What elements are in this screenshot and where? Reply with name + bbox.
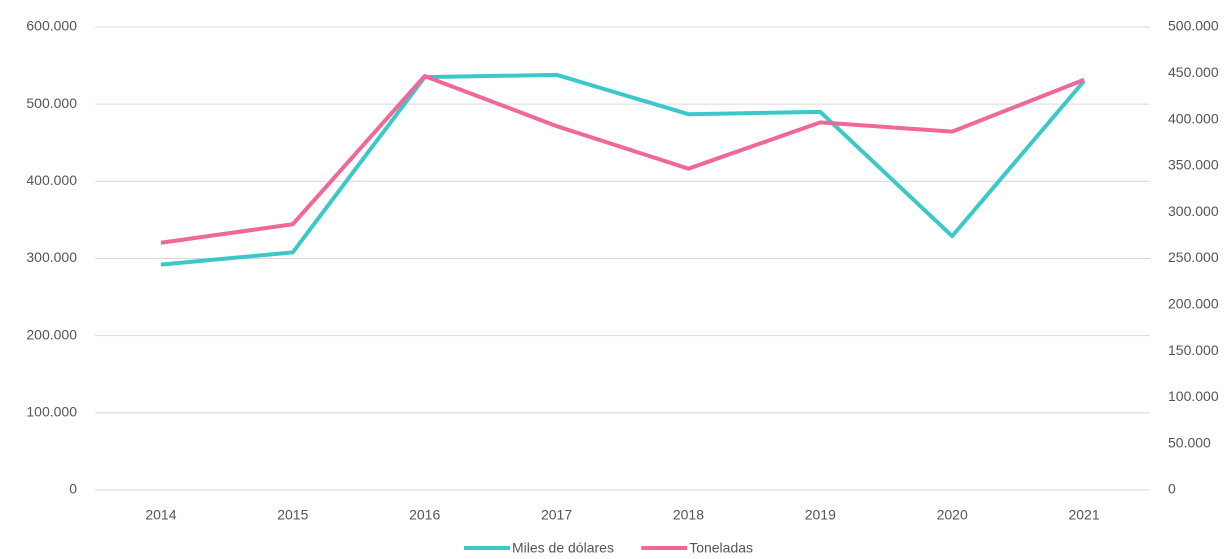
y2-tick-label: 350.000 bbox=[1168, 157, 1219, 173]
series-line bbox=[160, 74, 1085, 245]
legend-label: Miles de dólares bbox=[512, 540, 614, 556]
series-line bbox=[160, 72, 1086, 267]
y2-tick-label: 500.000 bbox=[1168, 18, 1219, 34]
x-tick-label: 2018 bbox=[673, 507, 704, 523]
y-tick-label: 400.000 bbox=[26, 172, 77, 188]
y2-tick-label: 250.000 bbox=[1168, 249, 1219, 265]
y2-tick-label: 150.000 bbox=[1168, 342, 1219, 358]
x-tick-label: 2020 bbox=[937, 507, 968, 523]
y2-tick-label: 450.000 bbox=[1168, 64, 1219, 80]
y-tick-label: 500.000 bbox=[26, 95, 77, 111]
y-tick-label: 0 bbox=[69, 481, 77, 497]
y2-tick-label: 100.000 bbox=[1168, 388, 1219, 404]
y2-tick-label: 300.000 bbox=[1168, 203, 1219, 219]
y-tick-label: 200.000 bbox=[26, 326, 77, 342]
x-tick-label: 2015 bbox=[277, 507, 308, 523]
y2-tick-label: 0 bbox=[1168, 481, 1176, 497]
y-tick-label: 600.000 bbox=[26, 18, 77, 34]
y2-tick-label: 50.000 bbox=[1168, 434, 1211, 450]
y2-tick-label: 400.000 bbox=[1168, 110, 1219, 126]
x-tick-label: 2019 bbox=[805, 507, 836, 523]
y-tick-label: 300.000 bbox=[26, 249, 77, 265]
y-tick-label: 100.000 bbox=[26, 404, 77, 420]
y2-tick-label: 200.000 bbox=[1168, 296, 1219, 312]
x-tick-label: 2016 bbox=[409, 507, 440, 523]
x-tick-label: 2014 bbox=[145, 507, 176, 523]
x-tick-label: 2021 bbox=[1068, 507, 1099, 523]
legend-label: Toneladas bbox=[689, 540, 753, 556]
x-tick-label: 2017 bbox=[541, 507, 572, 523]
